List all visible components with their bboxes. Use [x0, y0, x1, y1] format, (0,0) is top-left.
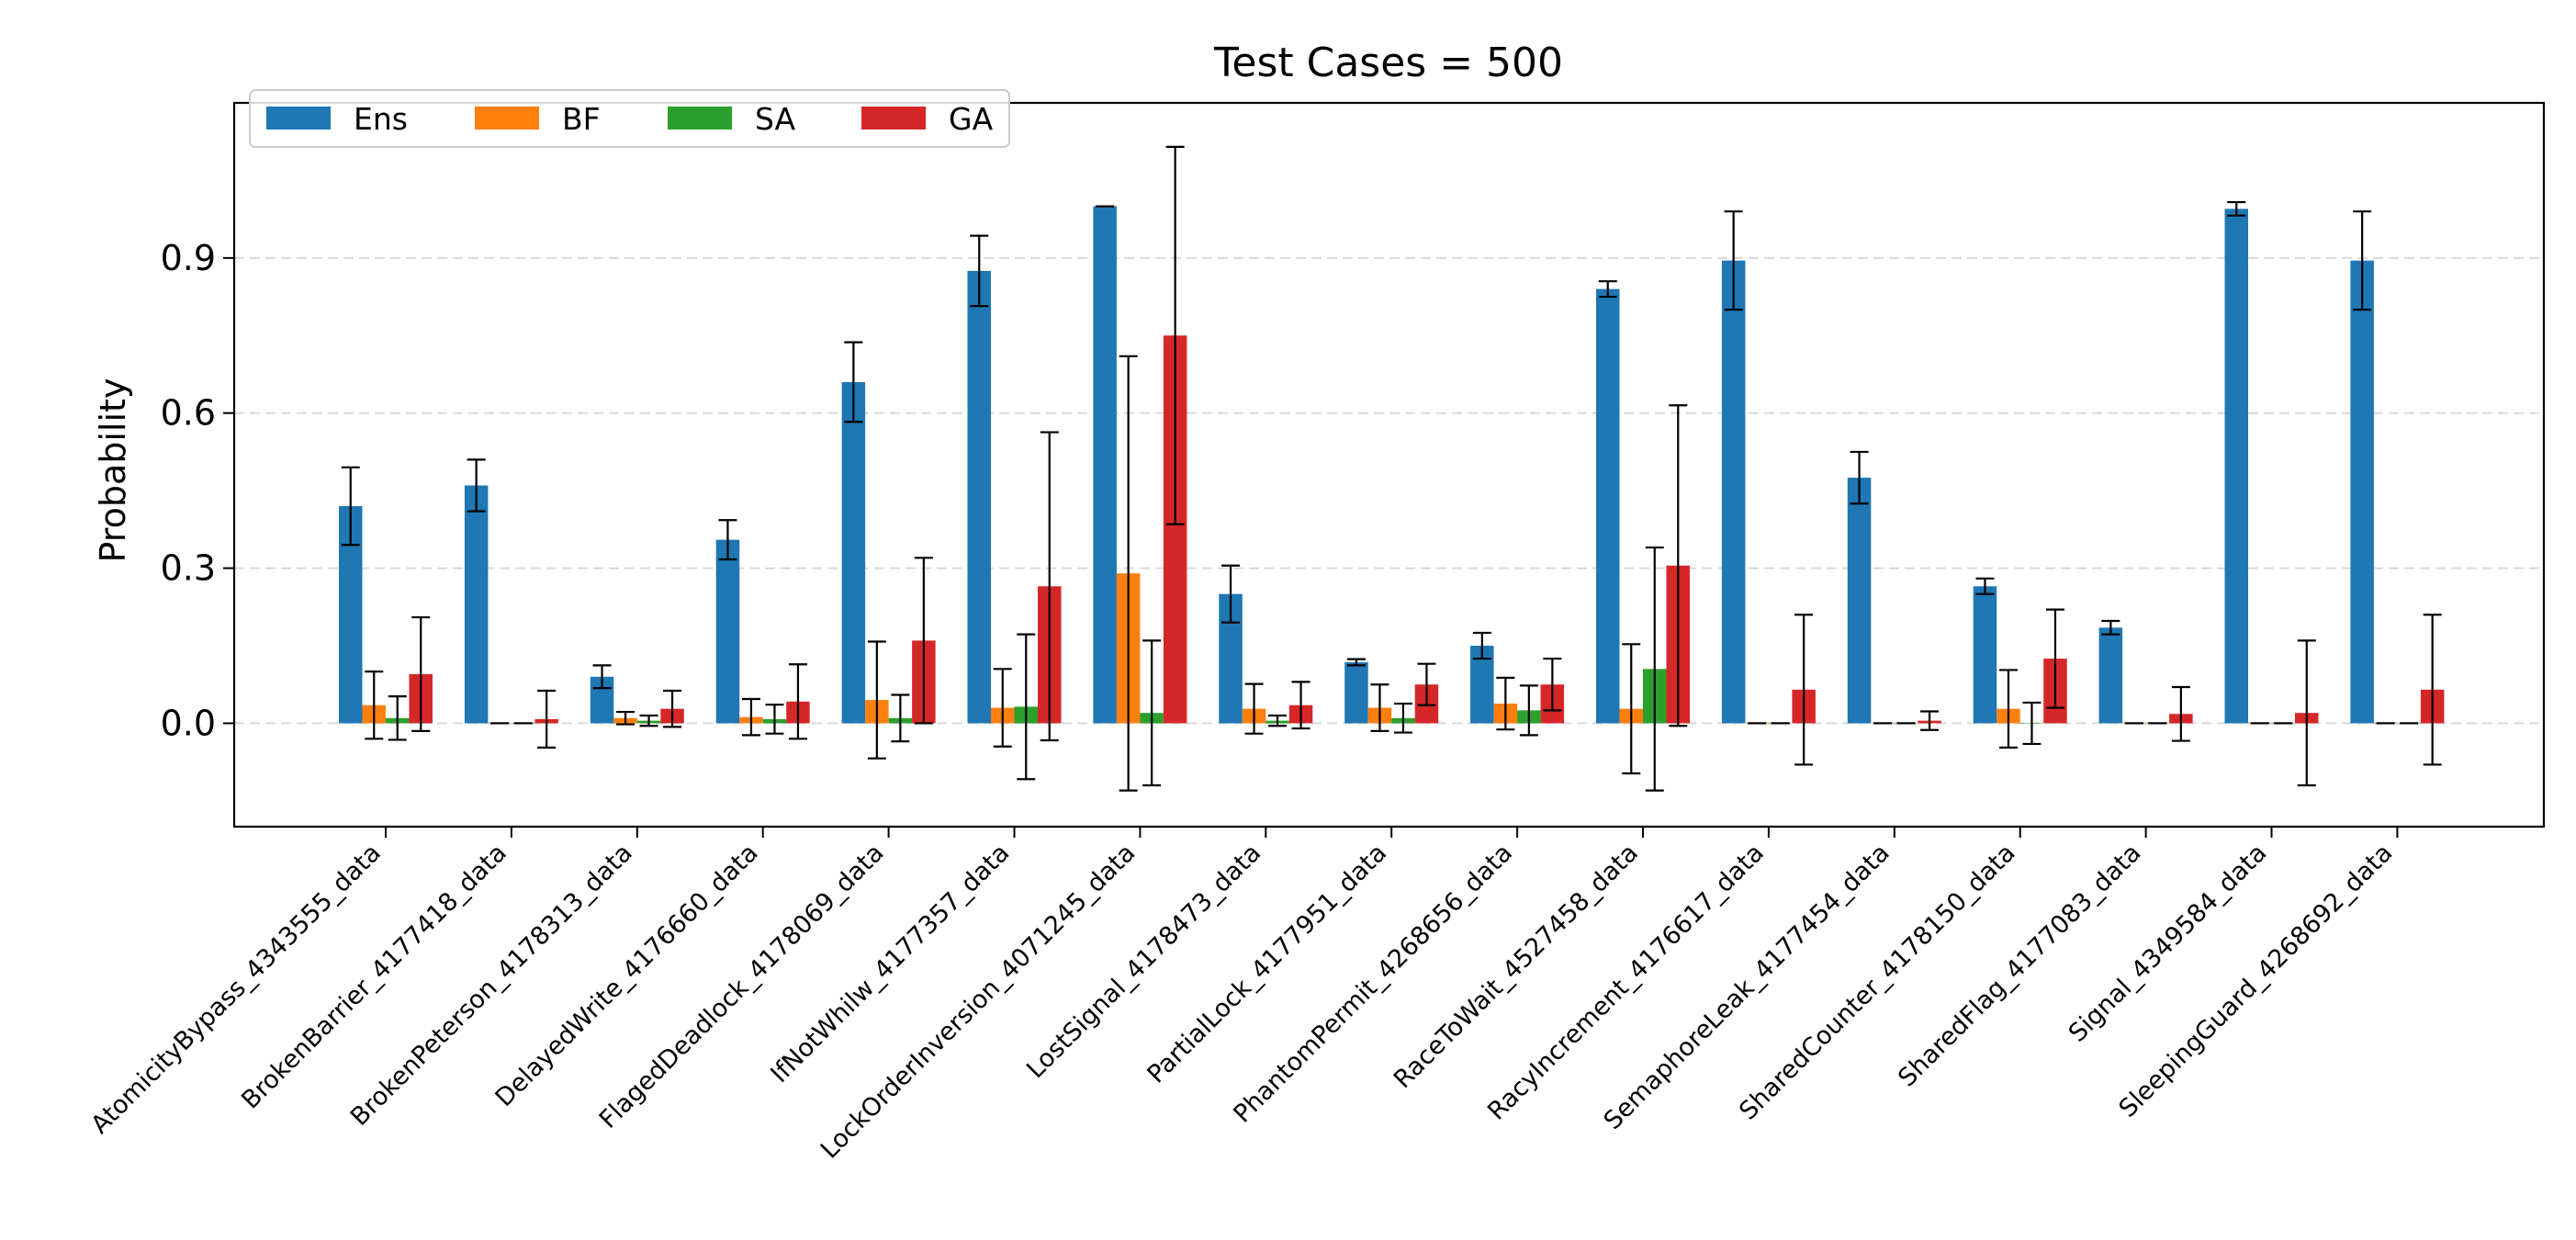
bar-ens — [1847, 478, 1872, 724]
legend-box — [249, 89, 1010, 148]
x-tick-label: SemaphoreLeak_4177454_data — [1599, 839, 1895, 1135]
y-tick-label: 0.9 — [161, 238, 216, 278]
y-axis-label: Probability — [93, 378, 133, 563]
bar-ens — [715, 539, 740, 724]
x-tick-label: IfNotWhilw_4177357_data — [765, 839, 1015, 1088]
x-tick-label: SharedFlag_4177083_data — [1893, 839, 2146, 1092]
x-tick-label: FlagedDeadlock_4178069_data — [594, 839, 890, 1134]
plot-frame — [232, 101, 2546, 829]
legend-swatch-ens — [266, 107, 331, 130]
x-tick-label: BrokenBarrier_4177418_data — [236, 839, 512, 1115]
gridlines — [234, 256, 2544, 725]
legend: Ens BF SA GA — [249, 89, 1010, 148]
x-tick-label: LostSignal_4178473_data — [1021, 839, 1266, 1084]
x-tick-label: SharedCounter_4178150_data — [1734, 839, 2021, 1126]
bar-ens — [1973, 586, 1997, 724]
legend-swatch-bf — [475, 107, 539, 130]
bar-ens — [967, 270, 991, 724]
bar-ens — [2224, 209, 2248, 724]
legend-swatch-sa — [668, 107, 732, 130]
legend-swatch-ga — [861, 107, 926, 130]
x-tick-label: DelayedWrite_4176660_data — [490, 839, 764, 1112]
x-tick-label: PhantomPermit_4268656_data — [1228, 839, 1518, 1129]
bar-ens — [1093, 206, 1117, 724]
x-tick-label: RaceToWait_4527458_data — [1389, 839, 1644, 1094]
bar-ens — [464, 485, 489, 724]
bar-ens — [1344, 662, 1368, 724]
bar-ens — [2098, 627, 2123, 724]
bar-ens — [1596, 288, 1620, 724]
bar-ens — [1721, 260, 1746, 724]
y-tick-label: 0.6 — [161, 393, 216, 434]
x-tick-label: RacyIncrement_4176617_data — [1482, 839, 1770, 1126]
legend-label-bf: BF — [562, 101, 601, 137]
bars — [339, 206, 2445, 724]
legend-label-ens: Ens — [354, 101, 408, 137]
x-tick-label: PartialLock_4177951_data — [1142, 839, 1393, 1089]
chart-title: Test Cases = 500 — [1213, 39, 1563, 86]
x-tick-label: BrokenPeterson_4178313_data — [345, 839, 638, 1132]
legend-label-ga: GA — [949, 101, 994, 137]
x-axis: AtomicityBypass_4343555_dataBrokenBarrie… — [85, 827, 2399, 1165]
y-axis: 0.0 0.3 0.6 0.9 — [161, 238, 234, 743]
bar-ens — [2350, 260, 2374, 724]
error-bars — [341, 145, 2442, 792]
bar-ens — [841, 381, 866, 724]
legend-label-sa: SA — [755, 101, 796, 137]
x-tick-label: SleepingGuard_4268692_data — [2114, 839, 2399, 1123]
y-tick-label: 0.3 — [161, 548, 216, 589]
y-tick-label: 0.0 — [161, 703, 216, 743]
